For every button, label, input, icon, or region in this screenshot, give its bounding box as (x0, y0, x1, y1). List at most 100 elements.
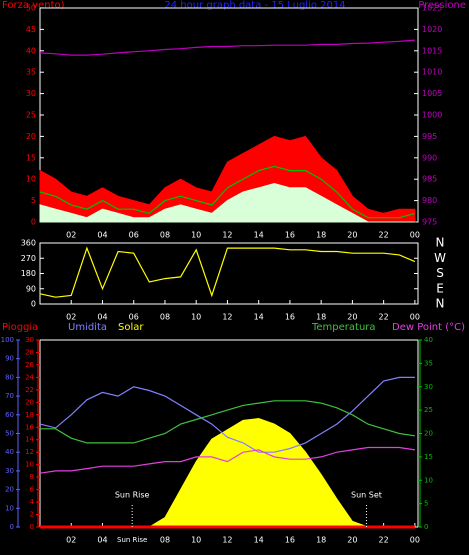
y-tick-label: 40 (5, 448, 14, 456)
y-tick-label: 45 (26, 25, 36, 34)
x-tick-label: 22 (379, 313, 389, 322)
y-axis-label: Forza vento) (2, 0, 65, 11)
y-tick-label: 30 (5, 467, 14, 475)
x-tick-label: 20 (347, 231, 357, 240)
x-tick-label: 10 (191, 313, 201, 322)
y-tick-label: 35 (26, 68, 36, 77)
y-tick-label: 22 (25, 386, 34, 394)
x-tick-label: 02 (66, 231, 76, 240)
x-tick-label: 04 (97, 313, 107, 322)
x-tick-label: 12 (222, 231, 232, 240)
y-tick-label: 6 (30, 486, 35, 494)
area (40, 417, 415, 528)
y-tick-label: 80 (5, 373, 14, 381)
y-tick-label: 0 (31, 300, 36, 309)
y-tick-label: 10 (424, 476, 433, 484)
y-tick-label: 90 (5, 355, 14, 363)
y-tick-label: 50 (26, 4, 36, 13)
area (39, 182, 415, 223)
x-tick-label: 08 (160, 313, 170, 322)
y-tick-label: 40 (424, 336, 433, 344)
legend-label: Temperatura (311, 322, 376, 333)
x-tick-label: 08 (160, 231, 170, 240)
x-tick-label: 04 (97, 536, 107, 545)
line (39, 446, 415, 474)
y-tick-label: 50 (5, 430, 14, 438)
x-tick-label: 12 (222, 313, 232, 322)
x-tick-label: 20 (347, 313, 357, 322)
y-tick-label: 20 (25, 398, 34, 406)
y-tick-label: 18 (25, 411, 34, 419)
x-tick-label: 14 (254, 231, 264, 240)
y2-tick-label: 1020 (422, 25, 442, 34)
x-tick-label: 16 (285, 313, 295, 322)
y-tick-label: 30 (25, 336, 34, 344)
x-tick-label: 04 (97, 231, 107, 240)
y-tick-label: 14 (25, 436, 34, 444)
y-tick-label: 0 (30, 523, 34, 531)
y-tick-label: 2 (30, 511, 34, 519)
y-tick-label: 60 (5, 411, 14, 419)
y-tick-label: 20 (424, 430, 433, 438)
x-tick-label: 16 (285, 536, 295, 545)
y-tick-label: 70 (5, 392, 14, 400)
y2-tick-label: 975 (422, 218, 437, 227)
y-tick-label: 30 (26, 89, 36, 98)
y2-axis-label: Pressione (418, 0, 466, 11)
y-tick-label: 90 (26, 284, 36, 293)
y-tick-label: 270 (21, 254, 36, 263)
y-tick-label: 25 (424, 406, 433, 414)
y-tick-label: 10 (26, 175, 36, 184)
x-tick-label: 18 (316, 231, 326, 240)
annotation: Sun Rise (115, 491, 150, 500)
y-tick-label: 10 (5, 504, 14, 512)
line (39, 376, 415, 453)
annotation: Sun Set (351, 491, 382, 500)
y2-tick-label: 990 (422, 153, 437, 162)
x-tick-label: 02 (66, 536, 76, 545)
y-tick-label: 15 (424, 453, 433, 461)
line (39, 165, 416, 219)
y-tick-label: 10 (25, 461, 34, 469)
chart-title: 24 hour graph data - 15 Luglio 2014 (164, 0, 345, 11)
x-tick-label: 10 (191, 536, 201, 545)
x-tick-label: 22 (379, 536, 389, 545)
x-tick-label: 14 (254, 313, 264, 322)
y-tick-label: 20 (26, 132, 36, 141)
y-tick-label: 0 (424, 523, 428, 531)
y-tick-label: 25 (26, 111, 36, 120)
y2-tick-label: N (436, 297, 445, 311)
y-tick-label: 0 (10, 523, 14, 531)
x-tick-label: 06 (129, 231, 139, 240)
y2-tick-label: W (434, 251, 446, 265)
y2-tick-label: 1010 (422, 68, 442, 77)
annotation: Sun Rise (117, 536, 147, 544)
y-tick-label: 20 (5, 486, 14, 494)
y2-tick-label: N (436, 236, 445, 250)
y-tick-label: 15 (26, 153, 36, 162)
x-tick-label: 00 (410, 313, 420, 322)
y2-tick-label: 1005 (422, 89, 442, 98)
y-tick-label: 26 (25, 361, 34, 369)
x-tick-label: 10 (191, 231, 201, 240)
x-tick-label: 06 (129, 313, 139, 322)
line (39, 246, 416, 298)
y2-tick-label: E (436, 281, 444, 295)
y-tick-label: 100 (1, 336, 14, 344)
y-tick-label: 30 (424, 383, 433, 391)
x-tick-label: 00 (410, 536, 420, 545)
x-tick-label: 08 (160, 536, 170, 545)
x-tick-label: 12 (222, 536, 232, 545)
x-tick-label: 18 (316, 536, 326, 545)
x-tick-label: 02 (66, 313, 76, 322)
x-tick-label: 18 (316, 313, 326, 322)
y2-tick-label: S (436, 266, 444, 280)
y2-tick-label: 1015 (422, 46, 442, 55)
y2-tick-label: 1000 (422, 111, 442, 120)
y2-tick-label: 985 (422, 175, 437, 184)
y-tick-label: 5 (424, 500, 428, 508)
x-tick-label: 16 (285, 231, 295, 240)
y2-tick-label: 995 (422, 132, 437, 141)
x-tick-label: 14 (254, 536, 264, 545)
